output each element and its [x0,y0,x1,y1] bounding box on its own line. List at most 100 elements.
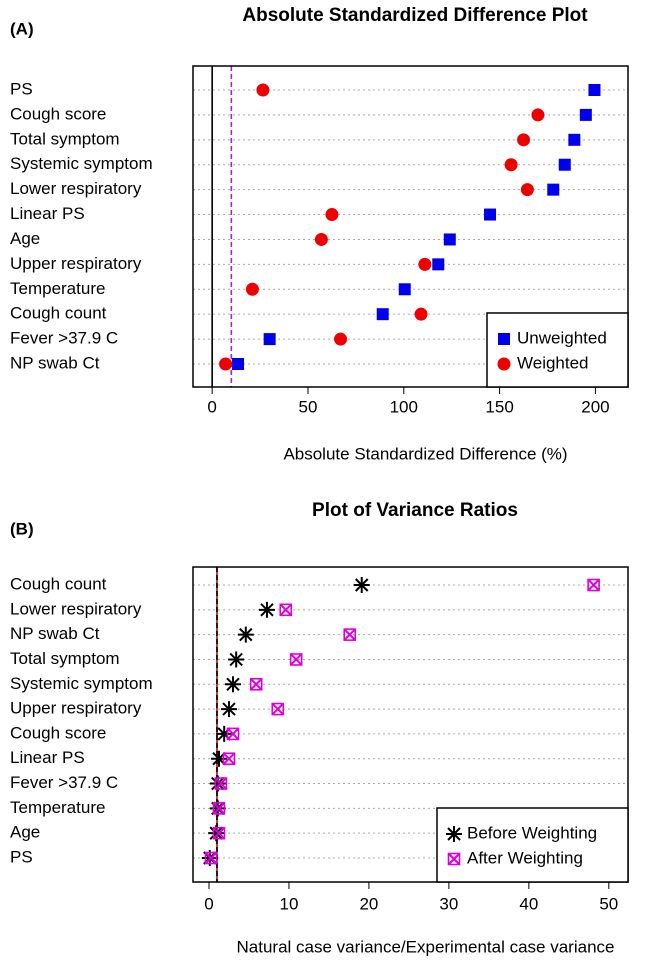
asterisk-marker [446,826,462,842]
legend-label: Before Weighting [467,823,597,842]
panel-label: (B) [10,519,34,538]
panel-label: (A) [10,19,34,38]
x-tick-label: 150 [485,397,513,416]
legend-label: Weighted [517,353,589,372]
boxx-marker [271,702,285,716]
marker-stroke [249,678,263,691]
marker-box [212,826,226,840]
square-marker [558,158,571,171]
square-marker [498,333,510,345]
plot-frame [192,566,629,883]
marker-stroke [214,777,228,790]
marker-stroke [343,628,356,641]
marker-stroke [279,603,292,617]
square-marker [588,84,601,96]
y-category-label: Temperature [10,798,105,817]
marker-stroke [289,653,303,666]
x-axis-label: Absolute Standardized Difference (%) [283,444,567,463]
y-category-label: Total symptom [10,649,120,668]
square-marker [432,258,445,271]
y-category-label: Cough count [10,304,107,323]
x-tick-label: 200 [581,397,609,416]
x-tick-label: 20 [359,894,378,913]
x-tick-label: 100 [390,397,418,416]
y-category-label: Temperature [10,279,105,298]
boxx-marker [226,727,240,741]
marker-stroke [209,826,223,840]
y-category-label: NP swab Ct [10,353,100,372]
y-category-label: Upper respiratory [10,254,142,273]
marker-stroke [239,627,253,642]
marker-stroke [355,578,369,592]
boxx-marker [212,826,226,840]
x-tick-label: 0 [207,397,216,416]
x-tick-label: 40 [519,894,538,913]
marker-stroke [229,652,243,667]
marker-box [204,851,218,865]
circle-marker [219,357,233,371]
boxx-marker [447,852,461,866]
y-category-label: Total symptom [10,129,120,148]
marker-stroke [447,827,461,841]
asterisk-marker [237,626,254,643]
marker-stroke [211,776,225,791]
marker-stroke [226,677,240,691]
boxx-marker [343,628,357,641]
x-tick-label: 10 [279,894,298,913]
chart-title: Absolute Standardized Difference Plot [242,5,588,26]
marker-stroke [212,802,226,815]
y-category-label: Cough count [10,574,107,593]
circle-marker [497,357,511,371]
y-category-label: Lower respiratory [10,599,142,618]
boxx-marker [279,603,293,617]
chart-title: Plot of Variance Ratios [312,500,518,521]
asterisk-marker [220,701,237,718]
marker-box [271,702,285,716]
x-tick-label: 50 [599,894,618,913]
x-tick-label: 0 [204,894,213,913]
square-marker [398,283,411,296]
y-category-label: Upper respiratory [10,699,142,718]
square-marker [376,308,389,321]
marker-stroke [222,702,236,716]
square-marker [547,183,560,196]
marker-box [214,777,228,790]
marker-stroke [587,578,600,592]
legend-label: After Weighting [467,848,583,867]
marker-stroke [204,851,218,865]
marker-stroke [271,702,284,716]
marker-stroke [226,727,240,741]
circle-marker [517,133,531,147]
marker-box [289,653,303,666]
square-marker [263,333,276,346]
legend-label: Unweighted [517,328,607,347]
circle-marker [520,183,534,197]
y-category-label: Systemic symptom [10,674,153,693]
marker-box [447,852,461,866]
circle-marker [314,232,328,246]
y-category-label: Systemic symptom [10,154,153,173]
square-marker [568,133,581,146]
square-marker [443,233,456,246]
boxx-marker [204,851,218,865]
marker-box [226,727,240,741]
circle-marker [256,83,270,97]
boxx-marker [222,752,236,766]
marker-stroke [222,752,236,765]
y-category-label: PS [10,79,33,98]
y-category-label: Linear PS [10,204,85,223]
circle-marker [334,332,348,346]
square-marker [484,208,497,221]
x-axis-label: Natural case variance/Experimental case … [237,937,615,956]
marker-box [587,578,600,592]
marker-box [343,628,357,641]
plot-frame [192,65,629,388]
circle-marker [414,307,428,321]
y-category-label: Fever >37.9 C [10,773,118,792]
legend-box [486,312,629,388]
marker-box [279,603,293,617]
marker-box [212,802,226,815]
y-category-label: Cough score [10,723,106,742]
marker-stroke [212,826,226,840]
